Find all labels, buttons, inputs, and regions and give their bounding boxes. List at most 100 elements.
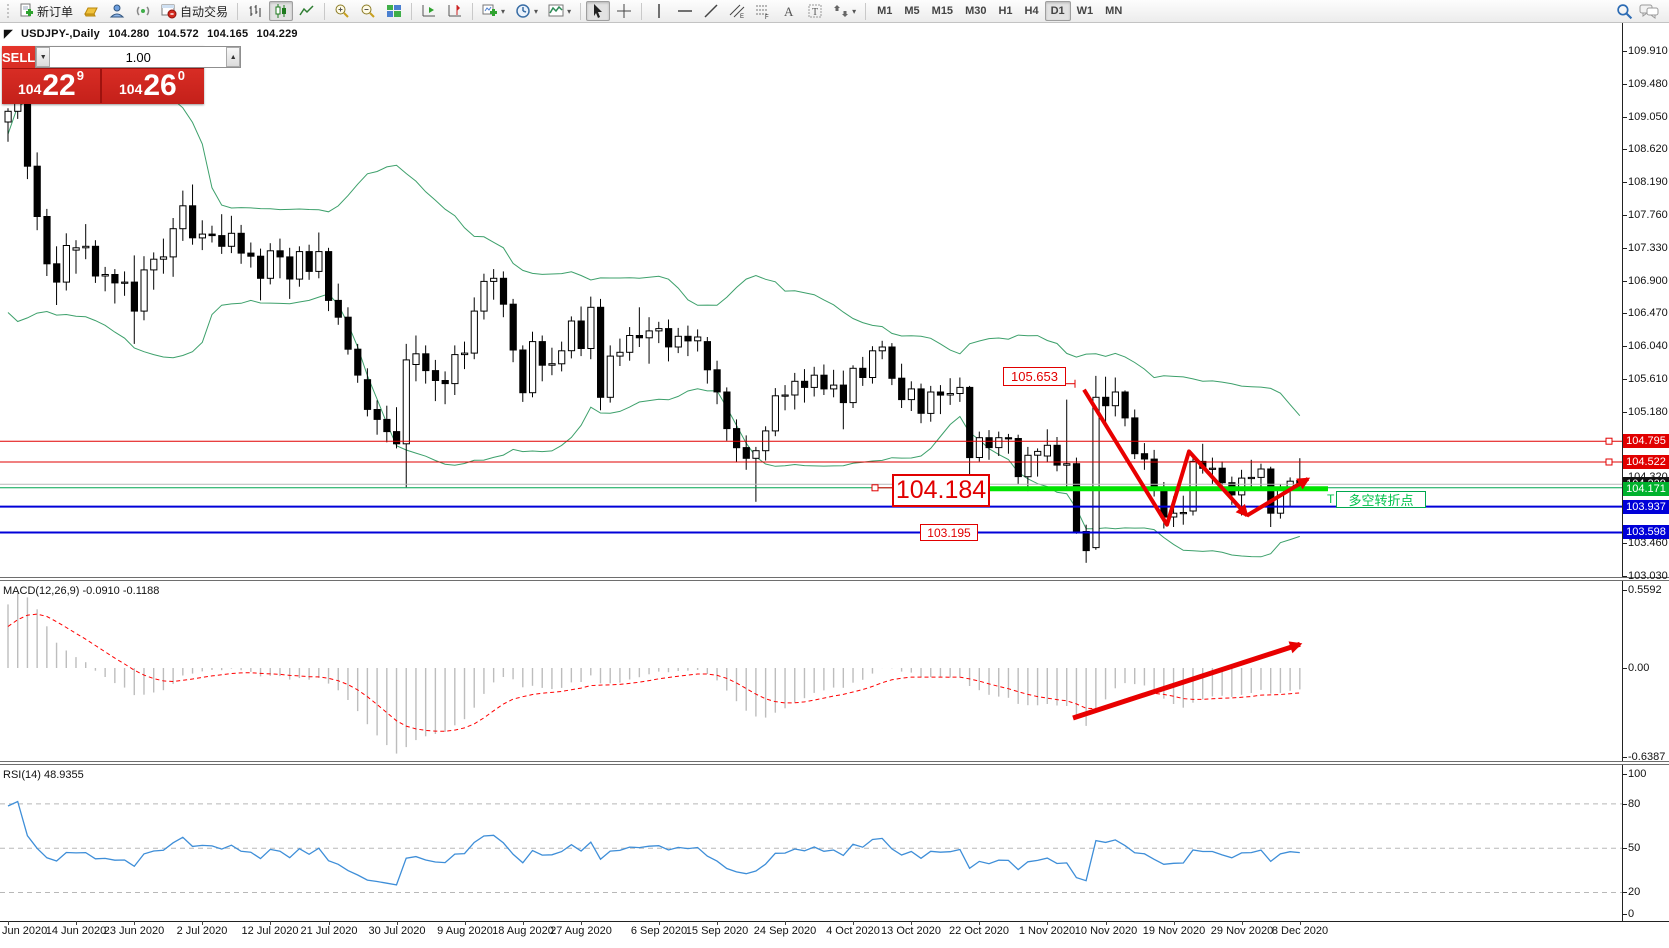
candle-body — [53, 263, 61, 283]
label-anchor — [871, 484, 879, 492]
date-tick-label: 2 Jul 2020 — [176, 925, 228, 937]
candle-body — [655, 328, 663, 332]
candle-body — [995, 437, 1003, 449]
arrows-button[interactable]: ▾ — [829, 1, 860, 21]
broadcast-button[interactable] — [131, 1, 155, 21]
candle-body — [781, 394, 789, 397]
volume-input[interactable] — [50, 47, 227, 67]
vertical-line-button[interactable] — [647, 1, 671, 21]
text-label-button[interactable]: T — [803, 1, 827, 21]
candle-body — [130, 281, 139, 312]
timeframe-button-M1[interactable]: M1 — [877, 5, 893, 17]
candle-body — [820, 374, 828, 390]
toolbar-separator — [865, 2, 867, 20]
price-tick-label: 105.610 — [1628, 373, 1668, 385]
candle-body — [72, 247, 80, 251]
candle-body — [412, 353, 420, 365]
new-order-button[interactable]: 新订单 — [14, 1, 77, 21]
zoom-out-button[interactable] — [356, 1, 380, 21]
ohlc-low: 104.165 — [207, 28, 249, 40]
volume-increase-button[interactable]: ▲ — [226, 47, 241, 67]
zoom-in-button[interactable] — [330, 1, 354, 21]
candle-body — [975, 437, 983, 459]
periods-button[interactable]: ▾ — [511, 1, 542, 21]
line-handle[interactable] — [1605, 437, 1613, 445]
trendline-button[interactable] — [699, 1, 723, 21]
timeframe-button-M15[interactable]: M15 — [931, 5, 954, 17]
macd-pane[interactable] — [0, 582, 1622, 760]
bar-chart-button[interactable] — [243, 1, 267, 21]
candle-body — [373, 409, 381, 420]
auto-scroll-button[interactable] — [417, 1, 441, 21]
text-button[interactable]: A — [777, 1, 801, 21]
volume-decrease-button[interactable]: ▼ — [36, 47, 51, 67]
support-button[interactable] — [105, 1, 129, 21]
candle-body — [1189, 460, 1197, 512]
line-chart-button[interactable] — [295, 1, 319, 21]
candle-body — [1082, 531, 1090, 552]
fibonacci-button[interactable]: F — [751, 1, 775, 21]
trend-zigzag-arrow-2[interactable] — [1245, 477, 1311, 518]
candle-body — [616, 351, 624, 357]
autotrading-button[interactable]: 自动交易 — [157, 1, 232, 21]
timeframe-button-M5[interactable]: M5 — [904, 5, 920, 17]
timeframe-button-M30[interactable]: M30 — [965, 5, 987, 17]
price-tick-label: 108.620 — [1628, 143, 1668, 155]
price-tick-label: 108.190 — [1628, 176, 1668, 188]
candle-body — [1111, 391, 1120, 407]
price-axis-line — [1622, 23, 1623, 922]
chevron-down-icon: ▾ — [534, 6, 539, 16]
date-tick-label: 4 Oct 2020 — [826, 925, 880, 937]
horizontal-line-button[interactable] — [673, 1, 697, 21]
macd-scale-label: 0.00 — [1628, 662, 1650, 674]
date-tick-label: 23 Jun 2020 — [103, 925, 165, 937]
toolbar-separator — [237, 2, 239, 20]
buy-button[interactable]: BUY — [241, 49, 269, 65]
search-icon[interactable] — [1616, 3, 1633, 20]
cursor-button[interactable] — [586, 1, 611, 21]
date-tick-label: 24 Sep 2020 — [753, 925, 817, 937]
candle-body — [1150, 458, 1158, 489]
crosshair-button[interactable] — [612, 1, 636, 21]
symbol-name: USDJPY-,Daily — [20, 28, 100, 40]
chart-shift-button[interactable] — [443, 1, 467, 21]
pane-separator[interactable] — [0, 577, 1669, 581]
timeframe-button-MN[interactable]: MN — [1105, 5, 1123, 17]
candle-body — [121, 281, 129, 284]
price-tick-label: 106.040 — [1628, 340, 1668, 352]
candle-body — [159, 256, 168, 260]
toolbar-separator — [411, 2, 413, 20]
ohlc-close: 104.229 — [256, 28, 298, 40]
text-icon: A — [784, 4, 794, 19]
candle-body — [898, 377, 906, 401]
timeframe-button-D1[interactable]: D1 — [1044, 1, 1071, 21]
sell-price[interactable]: 104 22 9 — [2, 69, 102, 103]
price-tick-label: 107.760 — [1628, 209, 1668, 221]
candle-body — [451, 354, 459, 385]
candle-chart-button[interactable] — [269, 1, 294, 21]
horizontal-line-icon — [678, 10, 693, 12]
buy-price[interactable]: 104 26 0 — [102, 69, 202, 103]
timeframe-button-H1[interactable]: H1 — [998, 5, 1013, 17]
trend-zigzag-arrow-1[interactable] — [1082, 388, 1249, 527]
candle-body — [101, 274, 109, 277]
macd-trend-arrow[interactable] — [1072, 641, 1303, 721]
timeframe-button-H4[interactable]: H4 — [1024, 5, 1039, 17]
pane-separator[interactable] — [0, 761, 1669, 765]
tile-windows-button[interactable] — [382, 1, 406, 21]
line-handle[interactable] — [1605, 458, 1613, 466]
gold-deposit-button[interactable] — [79, 1, 103, 21]
timeframe-button-W1[interactable]: W1 — [1076, 5, 1094, 17]
chat-icon[interactable] — [1639, 3, 1659, 19]
new-chart-button[interactable]: ▾ — [478, 1, 509, 21]
candle-body — [257, 255, 265, 279]
price-tick-label: 109.910 — [1628, 45, 1668, 57]
price-tick-label: 106.900 — [1628, 275, 1668, 287]
equidistant-channel-button[interactable]: E — [725, 1, 749, 21]
sell-button[interactable]: SELL — [2, 49, 36, 65]
indicators-button[interactable]: ▾ — [544, 1, 575, 21]
rsi-pane[interactable] — [0, 766, 1622, 921]
main-price-chart[interactable] — [0, 23, 1622, 579]
rsi-scale-label: 80 — [1628, 798, 1641, 810]
rsi-scale-label: 100 — [1628, 768, 1647, 780]
